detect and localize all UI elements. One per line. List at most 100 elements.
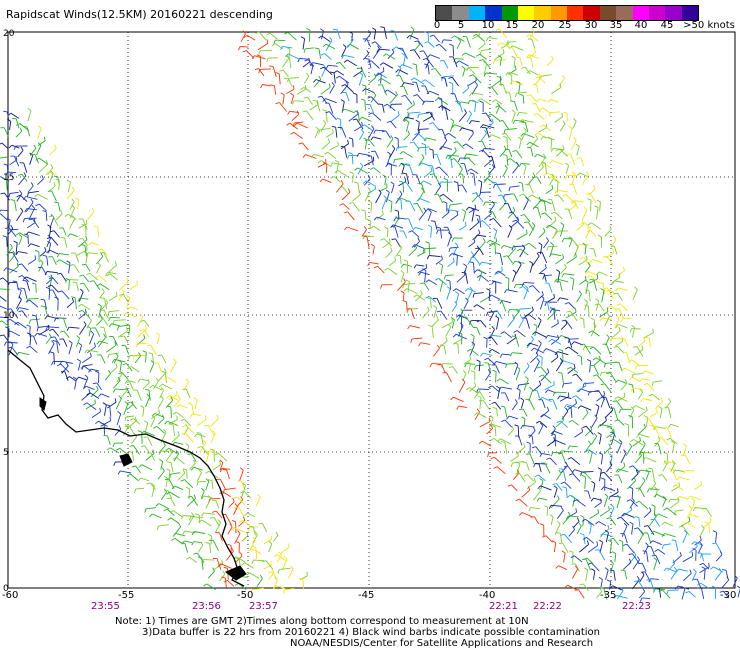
wind-barb-flag: [40, 298, 45, 301]
wind-barb-flag: [651, 381, 654, 387]
wind-barb: [532, 200, 542, 210]
wind-barb-flag: [60, 236, 65, 239]
wind-barb-flag: [629, 328, 633, 333]
wind-barb: [620, 516, 630, 526]
wind-barb: [128, 425, 136, 437]
wind-barb: [405, 121, 410, 132]
wind-barb-flag: [16, 194, 21, 198]
wind-barb-flag: [207, 479, 213, 482]
wind-barb: [263, 539, 272, 545]
wind-barb: [481, 261, 492, 265]
wind-barb-flag: [461, 52, 466, 56]
wind-barb-flag: [272, 585, 276, 590]
wind-barb-flag: [286, 46, 291, 50]
wind-barb: [551, 308, 561, 312]
wind-barb-flag: [493, 466, 498, 469]
wind-barb-flag: [580, 515, 585, 518]
wind-barb: [468, 241, 476, 248]
wind-barb: [461, 184, 468, 193]
wind-barb: [205, 498, 212, 509]
wind-barb-flag: [144, 420, 148, 424]
wind-barb-flag: [472, 33, 477, 37]
wind-barb: [224, 577, 228, 590]
wind-barb: [624, 367, 635, 374]
wind-barb: [496, 466, 506, 475]
wind-barb: [472, 336, 475, 346]
wind-barb-flag: [54, 296, 59, 300]
wind-barb: [617, 419, 625, 426]
wind-barb: [418, 146, 430, 149]
wind-barb: [35, 315, 39, 328]
wind-barb-flag: [640, 530, 644, 535]
wind-barb: [491, 349, 500, 354]
wind-barb-flag: [96, 340, 100, 345]
wind-barb: [426, 58, 434, 68]
wind-barb: [85, 225, 87, 236]
wind-barb: [421, 162, 430, 167]
wind-barb: [62, 338, 68, 347]
wind-barb: [6, 247, 13, 256]
wind-barb-flag: [483, 72, 487, 77]
wind-barb-flag: [270, 535, 273, 540]
wind-barb-flag: [144, 508, 147, 513]
wind-barb: [559, 281, 563, 292]
pass-time: 23:56: [192, 601, 221, 612]
wind-barb-flag: [542, 227, 546, 232]
wind-barb-flag: [322, 109, 327, 112]
wind-barb: [364, 235, 375, 238]
wind-barb-flag: [479, 399, 484, 402]
wind-barb-flag: [198, 469, 202, 473]
wind-barb: [38, 325, 50, 328]
wind-barb: [529, 54, 539, 59]
wind-barb-flag: [585, 289, 590, 292]
wind-barb: [435, 258, 443, 265]
wind-barb: [383, 27, 387, 39]
wind-barb: [682, 446, 687, 456]
wind-barb: [522, 286, 530, 293]
wind-barb: [486, 338, 488, 348]
wind-barb: [592, 258, 603, 264]
wind-barb: [212, 563, 223, 571]
wind-barb-flag: [554, 179, 559, 182]
wind-barb-flag: [548, 505, 552, 510]
wind-barb-flag: [580, 222, 585, 225]
wind-barb-flag: [2, 177, 7, 180]
wind-barb: [21, 174, 28, 182]
wind-barb: [499, 28, 508, 39]
wind-barb-flag: [362, 88, 366, 92]
wind-barb: [93, 280, 101, 291]
wind-barb: [530, 94, 537, 102]
wind-barb-flag: [639, 388, 643, 393]
wind-barb: [110, 366, 118, 374]
pass-time: 23:55: [91, 601, 120, 612]
wind-barb-flag: [486, 312, 489, 317]
coastline-detail: [39, 397, 247, 581]
wind-barb-flag: [89, 280, 94, 283]
wind-barb: [537, 474, 546, 482]
wind-barb-flag: [454, 300, 458, 305]
wind-barb: [511, 484, 518, 492]
wind-barb-flag: [76, 358, 81, 362]
wind-barb-flag: [516, 161, 519, 166]
wind-barb-flag: [545, 237, 549, 241]
wind-barb-flag: [361, 121, 363, 127]
wind-barb-flag: [26, 332, 31, 335]
wind-barb: [3, 334, 11, 344]
wind-barb: [588, 290, 591, 302]
wind-barb-flag: [293, 85, 295, 90]
wind-barb-flag: [391, 145, 396, 149]
x-tick-label: -55: [118, 590, 134, 601]
wind-barb: [162, 383, 173, 390]
wind-barb: [259, 68, 272, 70]
wind-barb-flag: [446, 286, 451, 290]
wind-barb-flag: [693, 568, 697, 573]
wind-barb-flag: [221, 560, 224, 565]
wind-barb: [11, 346, 18, 356]
wind-barb-flag: [37, 142, 42, 146]
wind-barb: [470, 348, 479, 356]
wind-barb: [398, 69, 409, 75]
wind-barb-flag: [88, 317, 92, 321]
wind-barb-flag: [711, 585, 716, 589]
wind-barb: [596, 591, 603, 599]
wind-barb: [344, 108, 355, 114]
